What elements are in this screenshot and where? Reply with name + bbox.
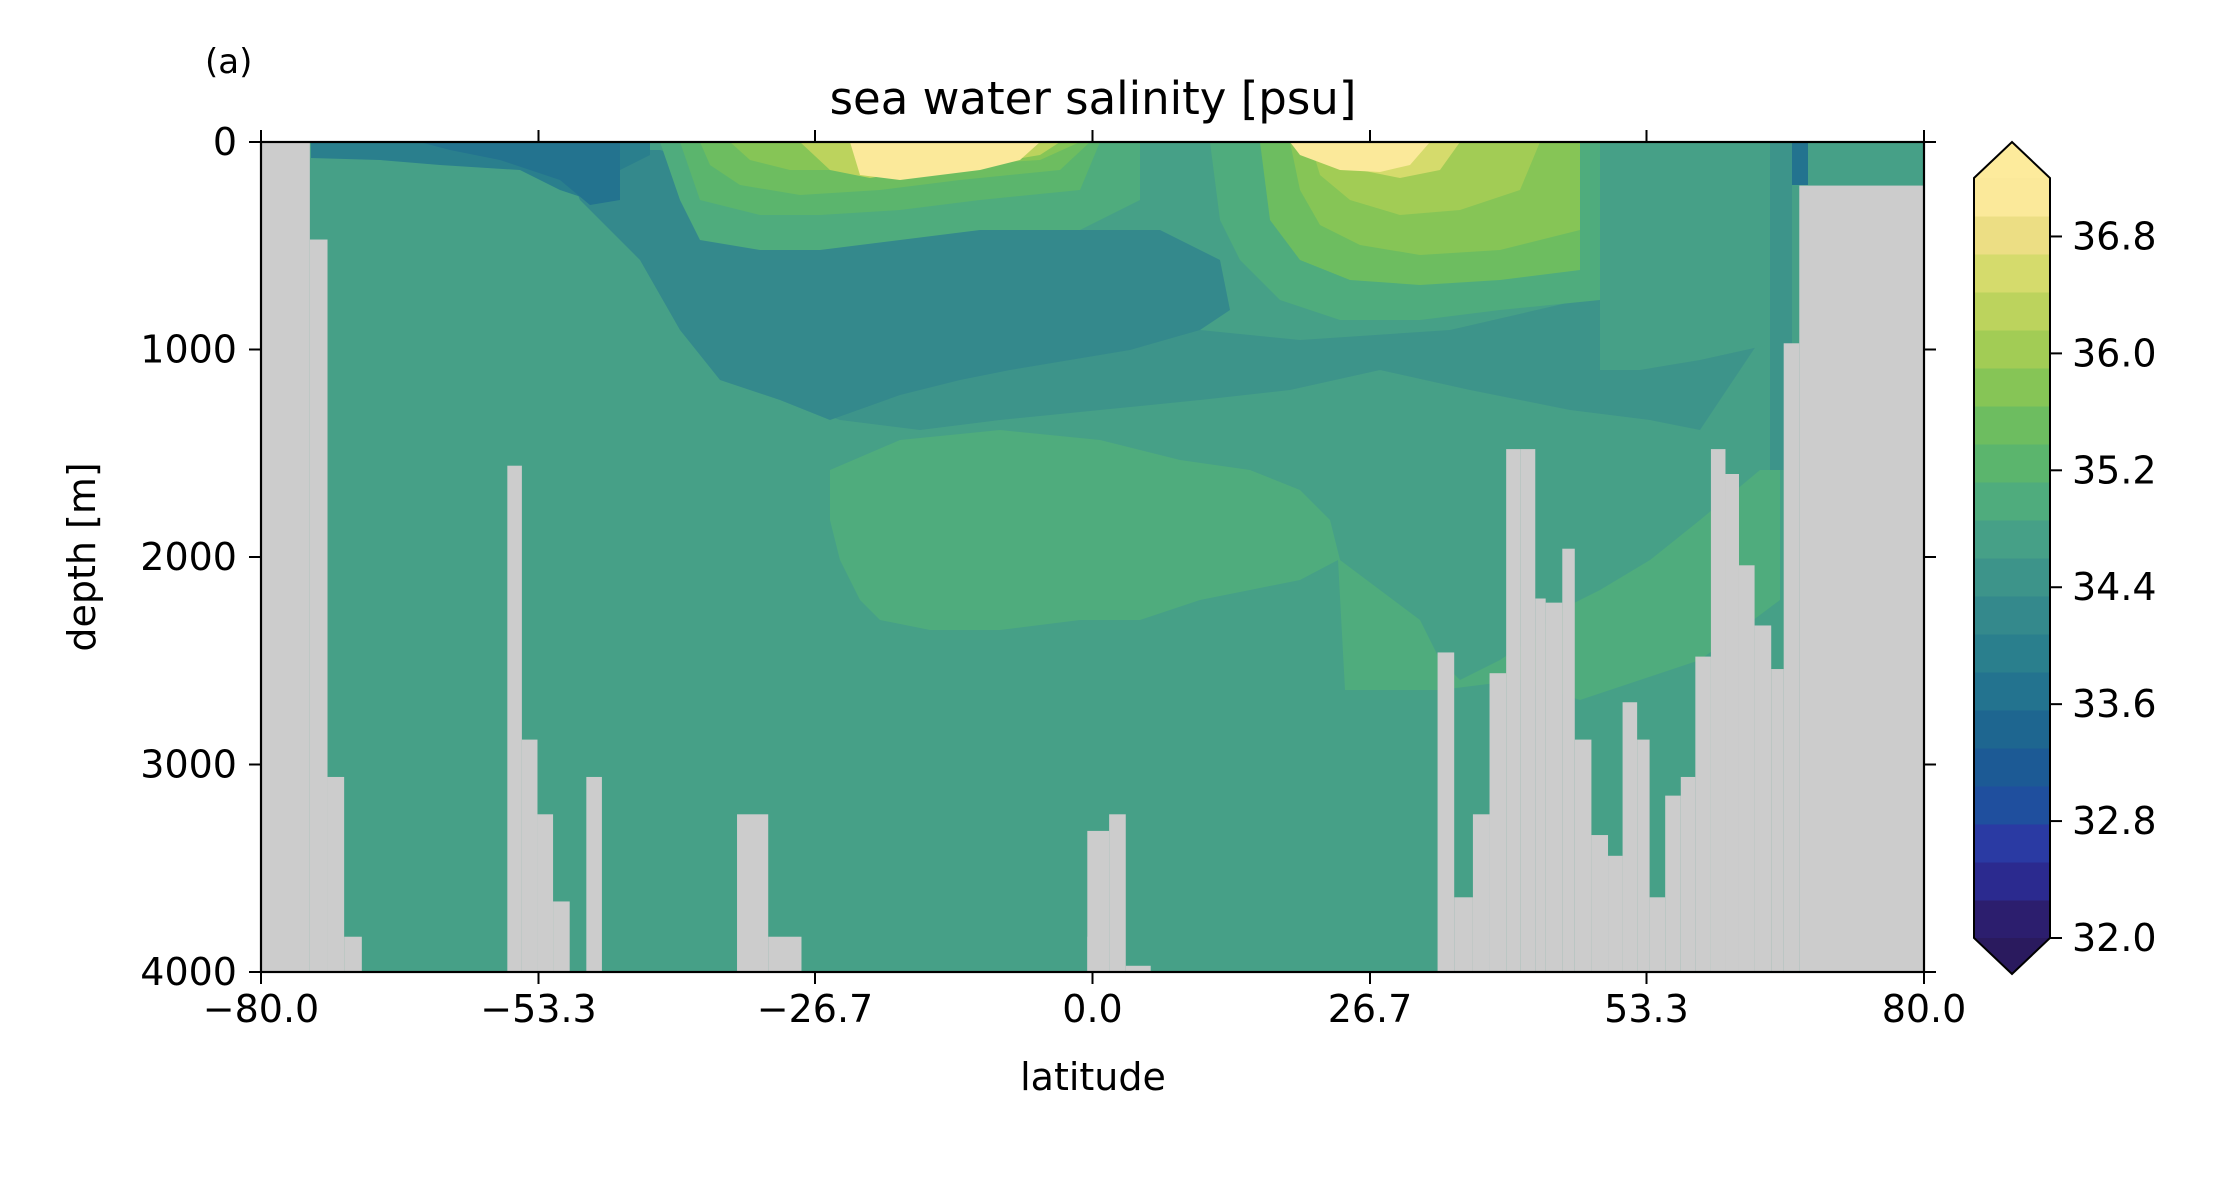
y-tick-label: 4000 xyxy=(140,950,237,994)
land-column xyxy=(1454,897,1473,972)
colorbar-extend-max xyxy=(1974,142,2050,178)
colorbar-tick-label: 34.4 xyxy=(2072,565,2157,609)
land-column xyxy=(1637,739,1650,972)
land-column xyxy=(309,239,328,972)
land-column xyxy=(1738,565,1755,972)
land-column xyxy=(768,936,802,972)
colorbar-tick-label: 36.0 xyxy=(2072,331,2157,375)
colorbar-level xyxy=(1974,254,2050,293)
land-column xyxy=(1649,897,1666,972)
colorbar-level xyxy=(1974,330,2050,369)
colorbar-tick-label: 33.6 xyxy=(2072,682,2157,726)
x-axis: −80.0 −53.3 −26.7 0.0 26.7 53.3 80.0 xyxy=(203,130,1967,1031)
land-column xyxy=(1799,185,1924,972)
colorbar-level xyxy=(1974,520,2050,559)
x-tick-label: 26.7 xyxy=(1328,987,1413,1031)
land-column xyxy=(1725,474,1739,972)
y-axis-label: depth [m] xyxy=(60,462,104,651)
land-column xyxy=(1489,673,1507,972)
land-mask xyxy=(261,142,1924,972)
north-subtropical-max xyxy=(1290,142,1430,172)
land-column xyxy=(1665,795,1681,972)
land-column xyxy=(1087,830,1110,972)
x-tick-label: 80.0 xyxy=(1882,987,1967,1031)
land-column xyxy=(1754,625,1772,972)
x-axis-label: latitude xyxy=(1020,1055,1166,1099)
land-column xyxy=(1506,449,1521,972)
land-column xyxy=(507,465,522,972)
colorbar-tick-label: 35.2 xyxy=(2072,448,2157,492)
land-column xyxy=(1710,449,1726,972)
north-high-latitude-fresh xyxy=(1792,142,1808,185)
land-column xyxy=(1535,598,1546,972)
land-column xyxy=(1109,814,1126,972)
y-tick-label: 1000 xyxy=(140,328,237,372)
x-tick-label: −80.0 xyxy=(203,987,319,1031)
colorbar-level xyxy=(1974,862,2050,901)
colorbar-level xyxy=(1974,710,2050,749)
y-tick-label: 2000 xyxy=(140,535,237,579)
land-column xyxy=(261,142,310,972)
x-tick-label: 0.0 xyxy=(1062,987,1122,1031)
colorbar-level xyxy=(1974,558,2050,597)
land-column xyxy=(1608,855,1623,972)
colorbar-level xyxy=(1974,216,2050,255)
x-tick-label: −53.3 xyxy=(480,987,596,1031)
land-column xyxy=(1783,343,1800,972)
colorbar-tick-label: 32.0 xyxy=(2072,916,2157,960)
colorbar-level xyxy=(1974,748,2050,787)
colorbar-level xyxy=(1974,368,2050,407)
land-column xyxy=(1591,835,1609,972)
x-tick-label: −26.7 xyxy=(757,987,873,1031)
colorbar-level xyxy=(1974,292,2050,331)
land-column xyxy=(1125,965,1151,972)
panel-label: (a) xyxy=(205,42,252,82)
land-column xyxy=(1472,814,1490,972)
colorbar-level xyxy=(1974,672,2050,711)
colorbar-level xyxy=(1974,178,2050,217)
y-axis: 0 1000 2000 3000 4000 xyxy=(140,120,1936,994)
land-column xyxy=(1545,602,1563,972)
land-column xyxy=(537,814,554,972)
colorbar-level xyxy=(1974,634,2050,673)
land-column xyxy=(553,901,570,972)
land-column xyxy=(344,936,362,972)
colorbar: 32.0 32.8 33.6 34.4 35.2 36.0 36.8 xyxy=(1973,140,2157,976)
y-tick-label: 0 xyxy=(213,120,237,164)
southern-fresh-surface-core xyxy=(420,142,620,205)
salinity-field xyxy=(261,142,1924,972)
land-column xyxy=(1562,548,1575,972)
land-column xyxy=(521,739,538,972)
x-tick-label: 53.3 xyxy=(1604,987,1689,1031)
colorbar-level xyxy=(1974,444,2050,483)
y-tick-label: 3000 xyxy=(140,743,237,787)
colorbar-level xyxy=(1974,786,2050,825)
colorbar-extend-min xyxy=(1974,938,2050,974)
colorbar-level xyxy=(1974,482,2050,521)
land-column xyxy=(1695,656,1711,972)
colorbar-tick-label: 36.8 xyxy=(2072,214,2157,258)
land-column xyxy=(1437,652,1455,972)
land-column xyxy=(586,776,602,972)
chart-title: sea water salinity [psu] xyxy=(830,72,1357,125)
land-column xyxy=(1520,449,1536,972)
land-column xyxy=(1680,776,1696,972)
land-column xyxy=(737,814,769,972)
colorbar-level xyxy=(1974,406,2050,445)
colorbar-tick-label: 32.8 xyxy=(2072,799,2157,843)
north-subpolar-water xyxy=(1600,142,1790,370)
land-column xyxy=(1574,739,1592,972)
land-column xyxy=(1622,702,1638,972)
colorbar-level xyxy=(1974,824,2050,863)
land-column xyxy=(1771,669,1784,972)
colorbar-level xyxy=(1974,900,2050,939)
colorbar-level xyxy=(1974,596,2050,635)
land-column xyxy=(327,776,345,972)
south-subtropical-max xyxy=(850,142,1040,180)
